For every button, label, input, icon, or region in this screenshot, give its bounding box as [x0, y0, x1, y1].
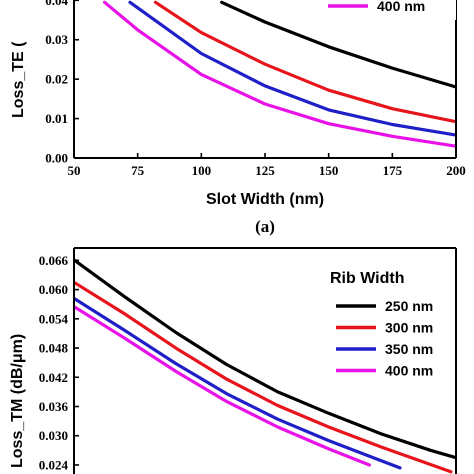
chart-a: 0.00 0.01 0.02 0.03 0.04 50 75 100 125 150 175 200…	[10, 0, 466, 236]
b-y-tick-label: 0.060	[39, 282, 68, 297]
b-y-tick-label: 0.036	[39, 399, 69, 414]
b-series-line-350-nm	[74, 296, 402, 470]
chart-a-y-label: Loss_TE (	[10, 41, 27, 118]
b-y-tick-label: 0.042	[39, 370, 68, 385]
chart-a-legend-label-400: 400 nm	[377, 0, 425, 14]
chart-b-legend-title: Rib Width	[330, 270, 405, 287]
b-y-tick-label: 0.054	[39, 311, 69, 326]
b-legend-label-250-nm: 250 nm	[385, 298, 433, 314]
chart-a-legend: 400 nm	[318, 0, 456, 20]
chart-b-legend: Rib Width 250 nm 300 nm 350 nm 400 nm	[330, 270, 433, 379]
a-y-tick-label: 0.01	[45, 111, 68, 126]
b-legend-label-300-nm: 300 nm	[385, 320, 433, 336]
a-y-tick-label: 0.03	[45, 32, 68, 47]
a-series-line-400-nm	[102, 0, 456, 148]
b-y-tick-label: 0.066	[39, 253, 69, 268]
a-x-tick-label: 100	[192, 163, 212, 178]
chart-a-panel-label: (a)	[255, 217, 275, 236]
a-x-tick-label: 175	[383, 163, 403, 178]
b-y-tick-label: 0.024	[39, 457, 69, 472]
a-x-tick-label: 150	[319, 163, 339, 178]
a-series-line-300-nm	[153, 0, 456, 124]
chart-b-y-label: Loss_TM (dB/μm)	[9, 334, 26, 468]
b-series-line-400-nm	[74, 305, 371, 467]
a-series-line-350-nm	[128, 0, 456, 137]
chart-a-y-ticks: 0.00 0.01 0.02 0.03 0.04	[45, 0, 79, 166]
a-x-tick-label: 75	[131, 163, 145, 178]
chart-a-x-ticks: 50 75 100 125 150 175 200	[68, 153, 466, 178]
b-legend-label-350-nm: 350 nm	[385, 341, 433, 357]
b-series-line-300-nm	[74, 280, 453, 474]
a-series-line-250-nm	[220, 0, 456, 89]
a-x-tick-label: 125	[255, 163, 275, 178]
chart-a-series	[102, 0, 456, 148]
a-y-tick-label: 0.00	[45, 151, 68, 166]
a-x-tick-label: 200	[446, 163, 466, 178]
chart-b: 0.024 0.030 0.036 0.042 0.048 0.054 0.060 0.066…	[9, 247, 457, 474]
a-x-tick-label: 50	[68, 163, 81, 178]
b-y-tick-label: 0.048	[39, 341, 69, 356]
b-series-line-250-nm	[74, 258, 456, 460]
b-legend-label-400-nm: 400 nm	[385, 363, 433, 379]
a-y-tick-label: 0.04	[45, 0, 68, 8]
a-y-tick-label: 0.02	[45, 72, 68, 87]
chart-a-x-label: Slot Width (nm)	[206, 191, 324, 208]
b-y-tick-label: 0.030	[39, 428, 68, 443]
chart-b-series	[74, 258, 456, 474]
chart-b-y-ticks: 0.024 0.030 0.036 0.042 0.048 0.054 0.060 0.066	[39, 253, 79, 472]
